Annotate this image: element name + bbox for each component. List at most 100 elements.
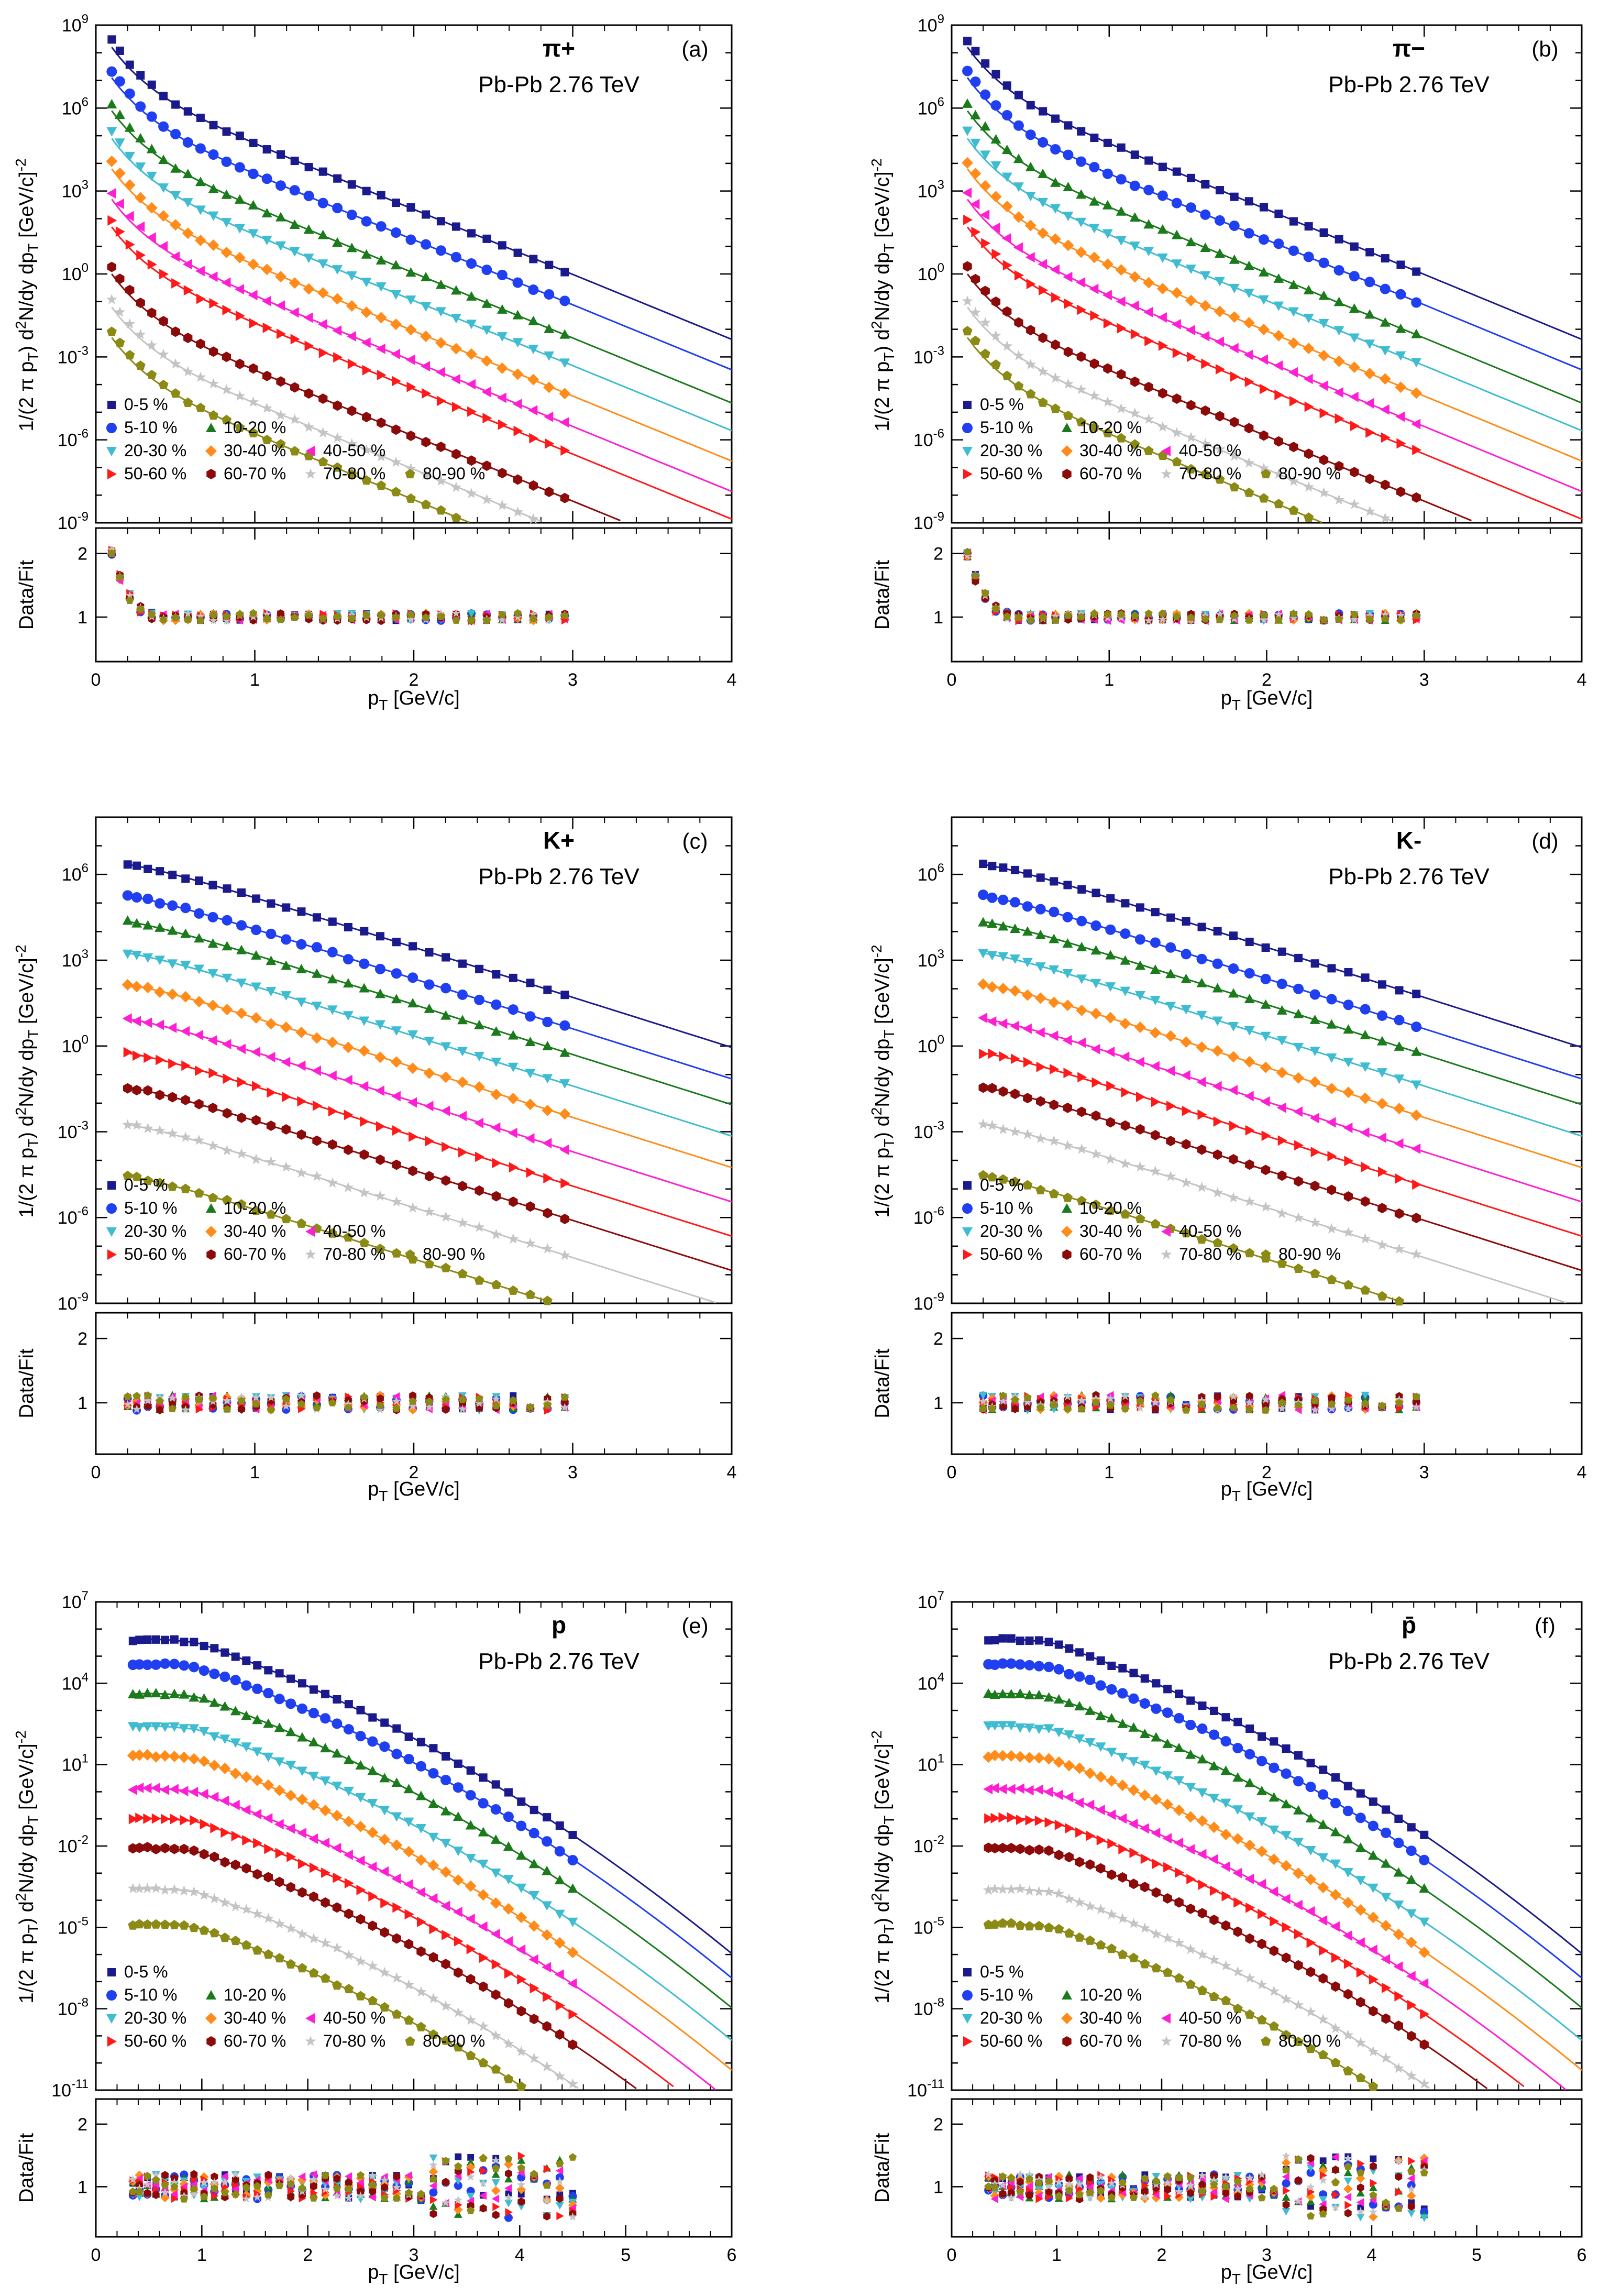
data-point bbox=[1329, 1889, 1341, 1901]
data-point bbox=[962, 326, 973, 336]
x-tick-label: 2 bbox=[1262, 1463, 1272, 1482]
data-point bbox=[199, 1665, 209, 1676]
ratio-point bbox=[1294, 1401, 1303, 1409]
data-point bbox=[241, 1680, 252, 1691]
ratio-point bbox=[223, 1405, 231, 1413]
data-point bbox=[1051, 292, 1061, 303]
data-point bbox=[167, 925, 178, 935]
data-point bbox=[261, 208, 272, 218]
data-point bbox=[1211, 1045, 1223, 1057]
data-point bbox=[303, 224, 314, 234]
data-point bbox=[194, 234, 206, 246]
data-point bbox=[376, 282, 387, 292]
data-point bbox=[142, 1722, 153, 1732]
data-point bbox=[1350, 467, 1359, 478]
data-point bbox=[1006, 1689, 1017, 1699]
ratio-point bbox=[981, 589, 989, 597]
data-point bbox=[220, 246, 233, 258]
data-point bbox=[405, 463, 416, 474]
data-point bbox=[1171, 427, 1183, 438]
data-point bbox=[466, 2050, 476, 2060]
data-point bbox=[1381, 432, 1391, 443]
data-point bbox=[251, 982, 262, 992]
ratio-point bbox=[482, 616, 491, 624]
ratio-point bbox=[333, 2191, 341, 2200]
data-point bbox=[392, 1902, 402, 1913]
ratio-point bbox=[380, 2176, 389, 2184]
data-point bbox=[516, 1945, 526, 1956]
data-point bbox=[343, 978, 354, 988]
data-point bbox=[1361, 973, 1370, 982]
data-point bbox=[1106, 1775, 1118, 1787]
data-point bbox=[106, 294, 117, 304]
data-point bbox=[179, 1786, 189, 1797]
data-point bbox=[252, 894, 261, 903]
ratio-point bbox=[1306, 2168, 1315, 2177]
data-point bbox=[114, 138, 125, 148]
data-point bbox=[123, 1047, 133, 1058]
data-point bbox=[408, 1166, 417, 1177]
collision-label: Pb-Pb 2.76 TeV bbox=[478, 72, 639, 97]
ratio-point bbox=[200, 2178, 208, 2187]
data-point bbox=[1394, 1296, 1404, 1306]
ratio-point bbox=[1289, 613, 1298, 622]
data-point bbox=[990, 134, 1001, 144]
data-point bbox=[194, 1098, 204, 1109]
data-point bbox=[428, 1893, 438, 1904]
y-tick-label: 101 bbox=[62, 1752, 89, 1775]
ratio-point bbox=[368, 2181, 377, 2189]
data-point bbox=[415, 1761, 426, 1772]
data-point bbox=[308, 1772, 319, 1782]
data-point bbox=[491, 1191, 501, 1202]
ratio-point bbox=[454, 2162, 462, 2170]
data-point bbox=[454, 1759, 462, 1768]
data-point bbox=[134, 1919, 145, 1929]
data-point bbox=[1165, 1030, 1177, 1042]
ratio-point bbox=[392, 1392, 400, 1401]
ratio-point bbox=[466, 2162, 476, 2172]
data-point bbox=[1331, 1773, 1340, 1782]
data-point bbox=[998, 1634, 1007, 1643]
data-point bbox=[970, 335, 980, 345]
data-point bbox=[465, 1854, 476, 1864]
x-tick-label: 4 bbox=[727, 670, 737, 690]
data-point bbox=[1281, 1768, 1292, 1779]
x-tick-label: 2 bbox=[303, 2245, 313, 2265]
data-point bbox=[332, 203, 343, 214]
data-point bbox=[490, 1869, 501, 1878]
data-point bbox=[1014, 317, 1023, 328]
data-point bbox=[542, 1074, 553, 1084]
data-point bbox=[151, 1844, 161, 1854]
data-point bbox=[559, 295, 570, 306]
ratio-point bbox=[513, 609, 522, 617]
data-point bbox=[1026, 101, 1035, 109]
data-point bbox=[136, 298, 145, 309]
ratio-point bbox=[1396, 616, 1405, 624]
legend-label: 60-70 % bbox=[224, 1245, 286, 1264]
data-point bbox=[406, 203, 415, 212]
data-point bbox=[377, 191, 385, 200]
data-point bbox=[182, 169, 193, 179]
data-point bbox=[146, 232, 156, 243]
data-point bbox=[1330, 1859, 1341, 1869]
data-point bbox=[1196, 977, 1207, 987]
data-point bbox=[453, 2042, 464, 2052]
data-point bbox=[208, 881, 217, 889]
data-point bbox=[516, 1883, 527, 1893]
data-point bbox=[235, 422, 245, 432]
data-point bbox=[490, 1834, 501, 1844]
data-point bbox=[1342, 1833, 1353, 1843]
data-point bbox=[1185, 432, 1197, 443]
data-point bbox=[180, 1183, 191, 1193]
ratio-point bbox=[555, 2202, 564, 2210]
data-point bbox=[498, 241, 506, 250]
data-point bbox=[263, 1718, 274, 1728]
data-point bbox=[208, 1103, 218, 1114]
ratio-point bbox=[513, 612, 522, 621]
data-point bbox=[122, 915, 133, 925]
data-point bbox=[230, 1675, 241, 1686]
data-point bbox=[106, 155, 118, 167]
data-point bbox=[457, 989, 468, 1000]
data-point bbox=[1273, 301, 1284, 311]
data-point bbox=[1228, 311, 1240, 323]
